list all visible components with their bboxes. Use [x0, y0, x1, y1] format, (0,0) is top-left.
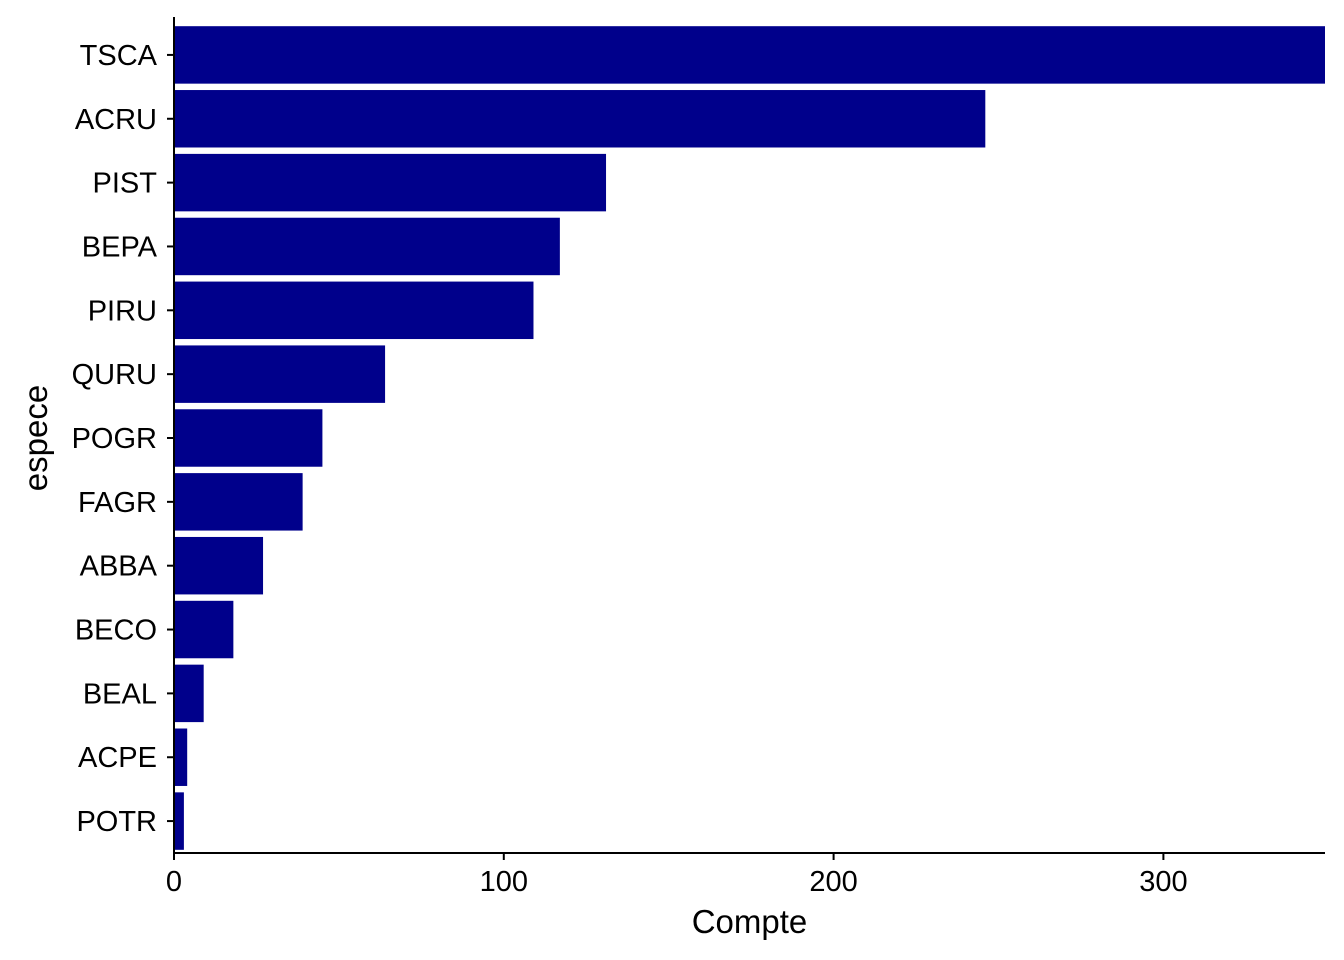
y-tick-label: ABBA [80, 551, 158, 583]
y-tick-label: BEPA [82, 231, 158, 263]
x-tick-label: 0 [166, 866, 182, 898]
bar-acpe [174, 728, 188, 786]
y-tick-label: FAGR [78, 487, 157, 519]
y-tick-label: TSCA [80, 40, 158, 72]
y-tick-label: QURU [72, 359, 157, 391]
y-axis-ticks: TSCA ACRU PIST BEPA PIRU QURU POGR FAGR ABBA BECO… [72, 40, 174, 838]
x-tick-label: 300 [1139, 866, 1187, 898]
y-tick-label: ACRU [75, 104, 157, 136]
bar-acru [174, 90, 986, 148]
y-tick-label: BEAL [83, 678, 157, 710]
bar-bepa [174, 217, 560, 276]
y-tick-label: ACPE [78, 742, 157, 774]
y-tick-label: POGR [72, 423, 157, 455]
bar-piru [174, 281, 534, 340]
bar-pist [174, 153, 607, 212]
x-axis-title: Compte [692, 903, 808, 940]
x-tick-label: 200 [809, 866, 857, 898]
bar-potr [174, 792, 184, 850]
bar-fagr [174, 473, 303, 531]
bars-group [174, 26, 1325, 850]
bar-quru [174, 345, 386, 403]
bar-pogr [174, 409, 323, 467]
x-axis-ticks: 0 100 200 300 [166, 853, 1188, 898]
y-tick-label: PIRU [88, 295, 157, 327]
x-tick-label: 100 [480, 866, 528, 898]
y-axis-title: espece [17, 385, 54, 491]
bar-abba [174, 536, 264, 595]
bar-tsca [174, 26, 1325, 84]
bar-beco [174, 600, 234, 659]
y-tick-label: POTR [76, 806, 157, 838]
bar-beal [174, 664, 204, 723]
y-tick-label: PIST [93, 168, 158, 200]
y-tick-label: BECO [75, 615, 157, 647]
